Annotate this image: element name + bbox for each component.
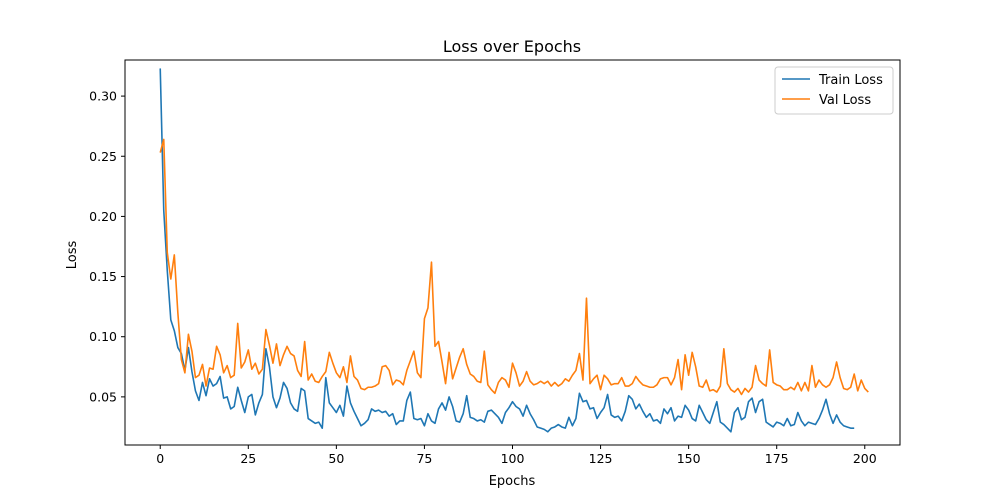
y-tick-label: 0.10 [89,329,117,344]
x-axis-label: Epochs [489,474,536,489]
x-tick-label: 75 [416,451,432,466]
legend-label-train-loss: Train Loss [818,73,883,88]
y-tick-label: 0.05 [89,389,117,404]
x-tick-label: 50 [328,451,344,466]
x-tick-label: 125 [589,451,613,466]
y-tick-label: 0.30 [89,89,117,104]
x-tick-label: 100 [501,451,525,466]
y-tick-label: 0.20 [89,209,117,224]
x-tick-label: 25 [240,451,256,466]
plot-area: 0 25 50 75 100 125 150 175 200 0.05 0.10 0.15 0.20 0.… [89,59,901,466]
series-line-val-loss [159,138,869,396]
x-tick-label: 150 [677,451,701,466]
y-tick-label: 0.25 [89,149,117,164]
x-tick-label: 0 [156,451,164,466]
y-tick-label: 0.15 [89,269,117,284]
chart-title: Loss over Epochs [443,37,581,56]
legend-label-val-loss: Val Loss [819,93,871,108]
x-tick-label: 200 [853,451,877,466]
series-line-train-loss [159,68,855,433]
y-axis-label: Loss [65,241,80,270]
x-tick-label: 175 [765,451,789,466]
